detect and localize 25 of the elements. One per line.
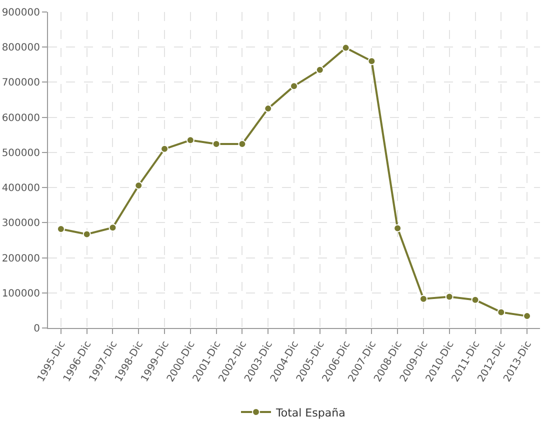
- point: [316, 66, 324, 74]
- point: [160, 144, 169, 153]
- point: [134, 181, 143, 190]
- legend-label: Total España: [275, 406, 346, 420]
- y-tick-label: 700000: [2, 78, 40, 89]
- y-tick-label: 800000: [2, 42, 40, 54]
- y-tick-label: 0: [34, 324, 40, 334]
- point: [186, 136, 194, 144]
- point: [342, 44, 350, 52]
- y-tick-label: 200000: [2, 253, 40, 264]
- point: [264, 104, 272, 113]
- y-tick-label: 600000: [2, 112, 40, 124]
- point: [368, 57, 376, 66]
- y-tick-label: 500000: [2, 148, 40, 159]
- point: [82, 230, 91, 238]
- y-tick-label: 100000: [2, 288, 40, 300]
- y-tick-label: 300000: [2, 218, 40, 230]
- point: [290, 82, 298, 90]
- point: [445, 292, 454, 301]
- y-tick-label: 400000: [2, 183, 40, 194]
- point: [471, 296, 480, 304]
- point: [394, 224, 402, 232]
- point: [497, 308, 506, 316]
- point: [108, 224, 117, 232]
- y-tick-label: 900000: [2, 8, 40, 18]
